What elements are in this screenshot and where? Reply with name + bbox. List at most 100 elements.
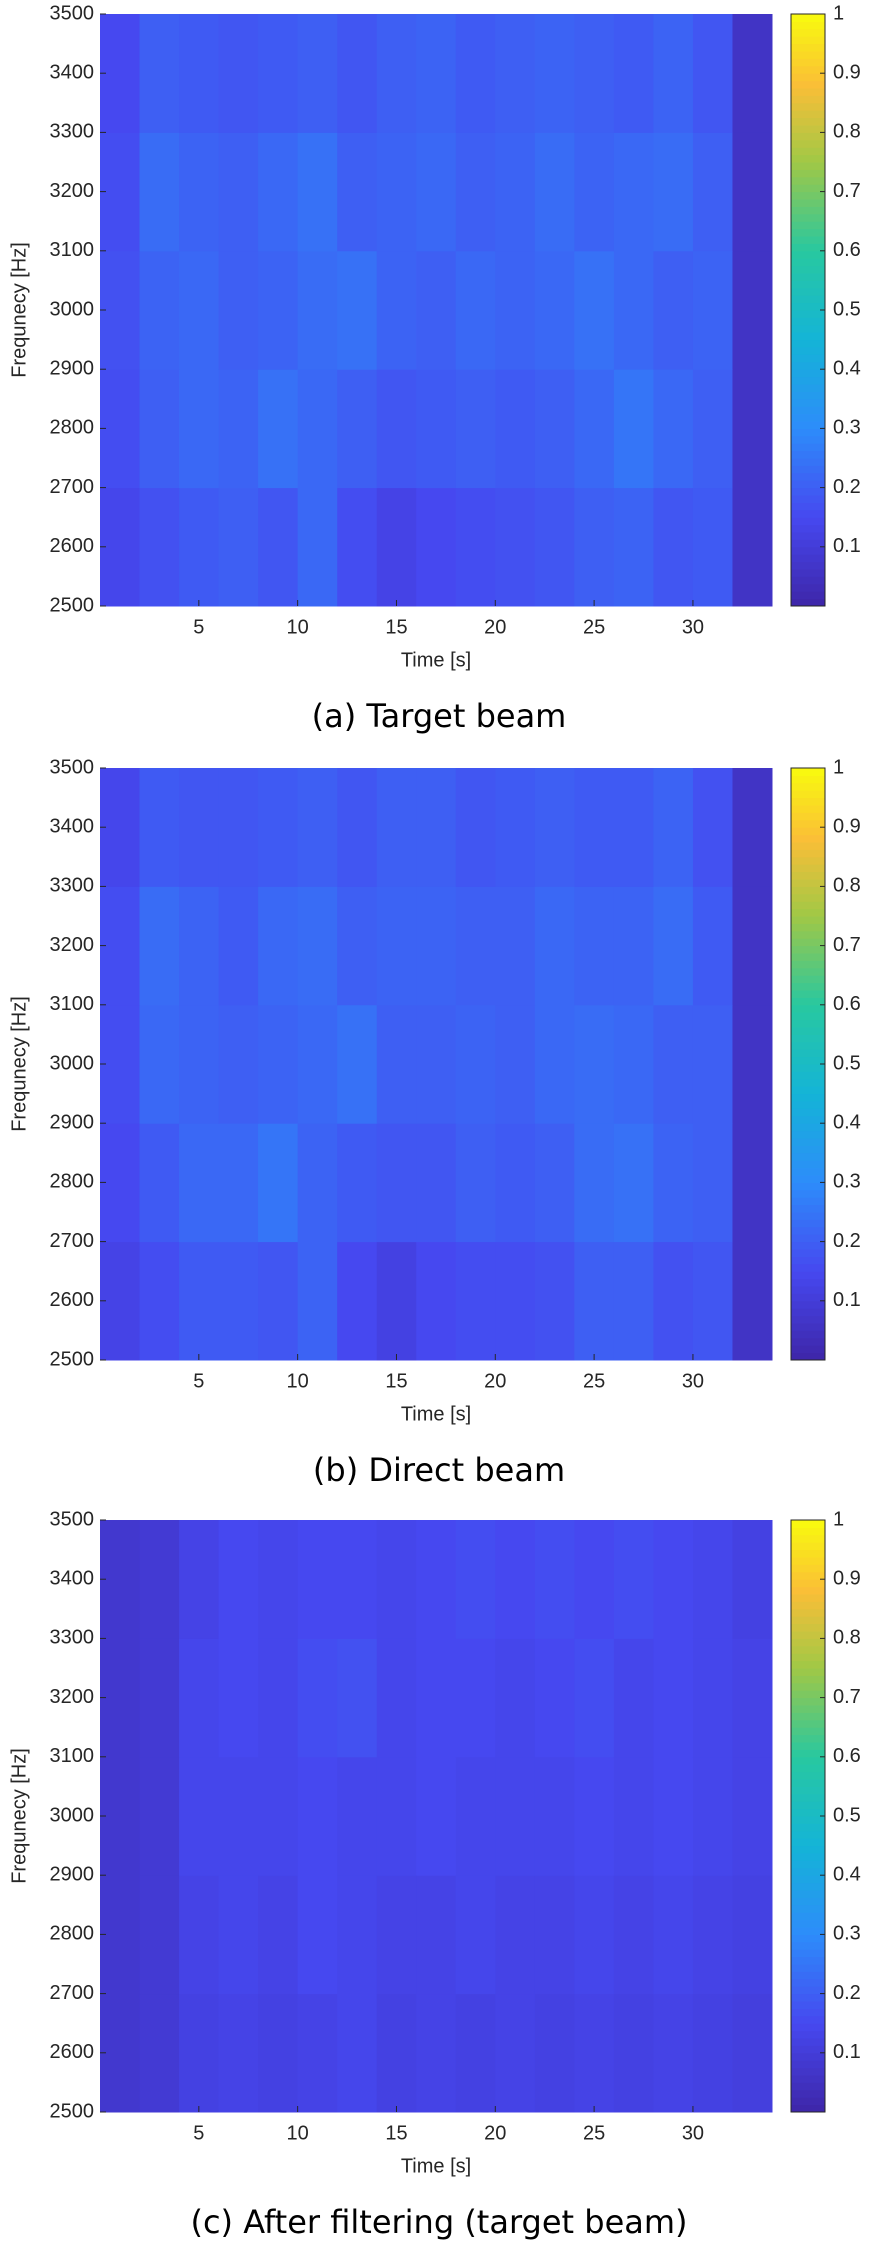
heat-cell bbox=[653, 487, 694, 607]
y-tick-label: 2700 bbox=[50, 1230, 95, 1252]
heat-cell bbox=[139, 132, 180, 252]
heat-cell bbox=[613, 1123, 654, 1243]
caption: (c) After filtering (target beam) bbox=[190, 2203, 687, 2241]
colorbar-swatch bbox=[791, 428, 825, 437]
colorbar-swatch bbox=[791, 1115, 825, 1124]
heat-cell bbox=[455, 14, 496, 133]
heat-cell bbox=[653, 250, 694, 370]
heat-cell bbox=[218, 132, 259, 252]
colorbar-swatch bbox=[791, 236, 825, 244]
colorbar-swatch bbox=[791, 1779, 825, 1787]
colorbar-swatch bbox=[791, 554, 825, 563]
y-tick-label: 2500 bbox=[50, 594, 95, 616]
colorbar-swatch bbox=[791, 1234, 825, 1243]
heat-cell bbox=[455, 1520, 496, 1639]
colorbar-swatch bbox=[791, 1019, 825, 1028]
heat-cell bbox=[179, 1123, 220, 1243]
heat-cell bbox=[455, 250, 496, 370]
colorbar-tick-label: 1 bbox=[833, 2, 844, 24]
heat-cell bbox=[416, 1756, 457, 1876]
heat-cell bbox=[258, 14, 299, 133]
colorbar-swatch bbox=[791, 1971, 825, 1980]
y-tick-label: 3500 bbox=[50, 1508, 95, 1530]
colorbar-swatch bbox=[791, 1675, 825, 1684]
heat-cell bbox=[653, 1520, 694, 1639]
colorbar-swatch bbox=[791, 1004, 825, 1013]
heat-cell bbox=[337, 1241, 378, 1361]
heat-cell bbox=[337, 1993, 378, 2113]
colorbar-swatch bbox=[791, 1956, 825, 1965]
colorbar-swatch bbox=[791, 176, 825, 185]
heat-cell bbox=[495, 768, 536, 887]
heat-cell bbox=[653, 14, 694, 133]
heat-cell bbox=[139, 369, 180, 489]
colorbar-swatch bbox=[791, 1123, 825, 1132]
y-tick-label: 3000 bbox=[50, 298, 95, 320]
colorbar-swatch bbox=[791, 125, 825, 133]
heat-cell bbox=[732, 1638, 773, 1758]
caption: (a) Target beam bbox=[312, 697, 567, 735]
heat-cell bbox=[732, 369, 773, 489]
colorbar-swatch bbox=[791, 139, 825, 148]
heat-cell bbox=[337, 1004, 378, 1124]
colorbar-swatch bbox=[791, 886, 825, 895]
colorbar-swatch bbox=[791, 1271, 825, 1280]
colorbar-tick-label: 1 bbox=[833, 1508, 844, 1530]
heat-cell bbox=[613, 1993, 654, 2113]
heat-cell bbox=[574, 1123, 615, 1243]
colorbar-swatch bbox=[791, 1527, 825, 1536]
heat-cell bbox=[258, 369, 299, 489]
colorbar-swatch bbox=[791, 1808, 825, 1817]
heat-cell bbox=[732, 768, 773, 887]
heat-cell bbox=[653, 768, 694, 887]
heat-cell bbox=[337, 369, 378, 489]
colorbar-swatch bbox=[791, 856, 825, 865]
colorbar-swatch bbox=[791, 967, 825, 976]
colorbar-swatch bbox=[791, 1749, 825, 1758]
colorbar-swatch bbox=[791, 80, 825, 89]
heat-cell bbox=[179, 1241, 220, 1361]
heat-cell bbox=[495, 1520, 536, 1639]
heat-cell bbox=[732, 886, 773, 1006]
colorbar-swatch bbox=[791, 953, 825, 961]
colorbar-swatch bbox=[791, 310, 825, 318]
colorbar-swatch bbox=[791, 1734, 825, 1743]
colorbar-swatch bbox=[791, 1786, 825, 1795]
heat-cell bbox=[337, 1875, 378, 1995]
heat-cell bbox=[139, 250, 180, 370]
heat-cell bbox=[534, 132, 575, 252]
heat-cell bbox=[455, 1004, 496, 1124]
heat-cell bbox=[179, 886, 220, 1006]
heat-cell bbox=[574, 369, 615, 489]
colorbar-swatch bbox=[791, 842, 825, 850]
colorbar-tick-label: 0.9 bbox=[833, 1567, 861, 1589]
colorbar-swatch bbox=[791, 1853, 825, 1861]
heat-cell bbox=[100, 14, 141, 133]
y-tick-label: 3300 bbox=[50, 875, 95, 897]
colorbar-tick-label: 1 bbox=[833, 756, 844, 778]
colorbar-swatch bbox=[791, 1949, 825, 1958]
heat-cell bbox=[416, 1123, 457, 1243]
colorbar-tick-label: 0.8 bbox=[833, 1627, 861, 1649]
heat-cell bbox=[613, 487, 654, 607]
colorbar-swatch bbox=[791, 1160, 825, 1169]
heat-cell bbox=[258, 1875, 299, 1995]
colorbar-swatch bbox=[791, 782, 825, 791]
heat-cell bbox=[337, 132, 378, 252]
colorbar-swatch bbox=[791, 1727, 825, 1736]
heat-cell bbox=[534, 886, 575, 1006]
heat-cell bbox=[495, 1123, 536, 1243]
colorbar-swatch bbox=[791, 1668, 825, 1676]
colorbar-swatch bbox=[791, 893, 825, 902]
colorbar-swatch bbox=[791, 1300, 825, 1309]
colorbar-swatch bbox=[791, 206, 825, 215]
y-tick-label: 2500 bbox=[50, 1348, 95, 1370]
colorbar-swatch bbox=[791, 1705, 825, 1713]
heat-cell bbox=[218, 1756, 259, 1876]
colorbar-swatch bbox=[791, 73, 825, 82]
colorbar-tick-label: 0.2 bbox=[833, 1230, 861, 1252]
colorbar-swatch bbox=[791, 228, 825, 237]
heat-cell bbox=[297, 14, 338, 133]
colorbar-swatch bbox=[791, 1041, 825, 1050]
heat-cell bbox=[100, 250, 141, 370]
